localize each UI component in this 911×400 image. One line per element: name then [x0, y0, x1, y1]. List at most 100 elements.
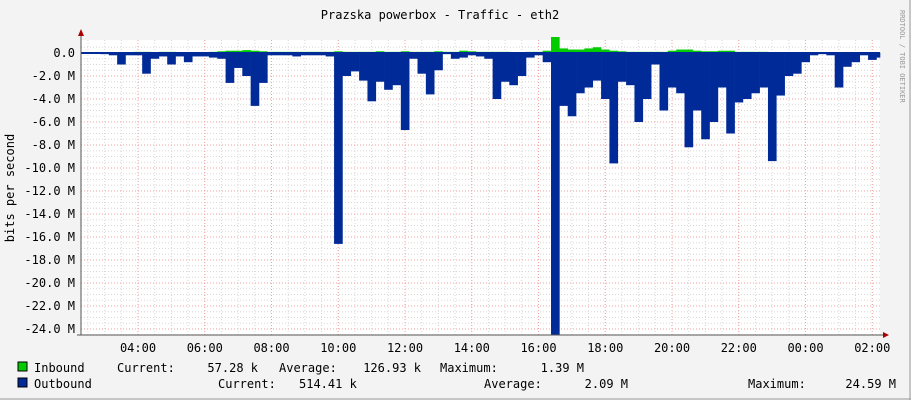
x-tick-label: 18:00: [587, 341, 623, 355]
y-tick-label: -22.0 M: [24, 299, 75, 313]
y-tick-label: -4.0 M: [32, 92, 75, 106]
y-tick-label: -24.0 M: [24, 322, 75, 336]
x-tick-label: 08:00: [253, 341, 289, 355]
outbound-bar: [475, 53, 485, 57]
outbound-bar: [434, 53, 443, 71]
legend-outbound-average: 2.09 M: [585, 377, 628, 391]
y-tick-label: -18.0 M: [24, 253, 75, 267]
outbound-bar: [576, 53, 585, 94]
outbound-swatch: [17, 377, 28, 388]
outbound-bar: [868, 53, 877, 60]
inbound-bar: [542, 50, 552, 53]
outbound-bar: [417, 53, 427, 74]
grid: [81, 40, 880, 336]
outbound-bar: [384, 53, 393, 90]
outbound-bar: [292, 53, 302, 57]
outbound-bar: [375, 53, 385, 82]
outbound-bar: [200, 53, 210, 57]
outbound-bar: [826, 53, 836, 56]
x-tick-label: 14:00: [454, 341, 490, 355]
outbound-bar: [208, 53, 218, 58]
y-tick-label: -6.0 M: [32, 115, 75, 129]
inbound-bar: [717, 50, 727, 53]
outbound-bar: [642, 53, 652, 99]
outbound-bar: [450, 53, 460, 59]
outbound-bar: [751, 53, 760, 94]
outbound-bar: [742, 53, 752, 99]
outbound-bar: [709, 53, 719, 122]
outbound-bar: [851, 53, 861, 63]
outbound-bar: [142, 53, 151, 74]
outbound-bar: [792, 53, 802, 74]
y-tick-label: -14.0 M: [24, 207, 75, 221]
outbound-bar: [217, 53, 226, 59]
inbound-bar: [242, 50, 251, 53]
outbound-bar: [684, 53, 694, 148]
inbound-bar: [676, 49, 685, 53]
watermark: RRDTOOL / TOBI OETIKER: [898, 10, 906, 104]
inbound-bar: [233, 50, 243, 53]
outbound-bar: [150, 53, 160, 59]
outbound-bar: [133, 53, 143, 56]
outbound-bar: [767, 53, 777, 162]
outbound-bar: [233, 53, 243, 68]
x-tick-label: 10:00: [320, 341, 356, 355]
outbound-bar: [359, 53, 368, 81]
y-tick-label: -20.0 M: [24, 276, 75, 290]
y-tick-label: -8.0 M: [32, 138, 75, 152]
outbound-bar: [567, 53, 577, 117]
outbound-bar: [242, 53, 251, 76]
outbound-bar: [275, 53, 285, 56]
outbound-bar: [325, 53, 335, 57]
legend-inbound-current: 57.28 k: [207, 361, 258, 375]
outbound-bar: [634, 53, 644, 122]
legend-outbound-average-label: Average:: [484, 377, 542, 391]
outbound-bar: [676, 53, 685, 94]
series-areas: [81, 37, 881, 335]
outbound-bar: [734, 53, 744, 103]
outbound-bar: [592, 53, 602, 81]
inbound-bar: [551, 37, 560, 53]
outbound-bar: [300, 53, 310, 56]
outbound-bar: [392, 53, 402, 86]
legend-outbound-current: 514.41 k: [299, 377, 358, 391]
inbound-bar: [225, 50, 235, 53]
outbound-bar: [367, 53, 377, 102]
y-tick-label: -2.0 M: [32, 69, 75, 83]
inbound-bar: [684, 49, 694, 53]
chart-title: Prazska powerbox - Traffic - eth2: [321, 8, 559, 22]
outbound-bar: [492, 53, 502, 99]
outbound-bar: [158, 53, 168, 57]
outbound-bar: [108, 53, 118, 56]
legend-inbound-maximum: 1.39 M: [541, 361, 584, 375]
y-tick-label: -16.0 M: [24, 230, 75, 244]
inbound-bar: [726, 50, 735, 53]
outbound-bar: [509, 53, 518, 86]
outbound-bar: [425, 53, 435, 95]
x-tick-label: 04:00: [120, 341, 156, 355]
outbound-bar: [601, 53, 610, 99]
outbound-bar: [500, 53, 510, 82]
inbound-bar: [584, 48, 594, 53]
outbound-bar: [334, 53, 343, 244]
inbound-bar: [692, 50, 702, 53]
inbound-swatch: [17, 361, 28, 372]
outbound-bar: [167, 53, 176, 65]
inbound-bar: [601, 49, 610, 53]
inbound-bar: [609, 50, 619, 53]
outbound-bar: [809, 53, 819, 56]
outbound-bar: [692, 53, 702, 111]
outbound-bar: [651, 53, 660, 65]
y-tick-label: -10.0 M: [24, 161, 75, 175]
outbound-bar: [517, 53, 527, 76]
inbound-bar: [576, 49, 585, 53]
outbound-bar: [267, 53, 276, 56]
x-tick-label: 16:00: [520, 341, 556, 355]
x-tick-label: 20:00: [654, 341, 690, 355]
outbound-bar: [784, 53, 794, 76]
y-axis-arrow-icon: [78, 29, 84, 36]
outbound-bar: [551, 53, 560, 335]
outbound-bar: [876, 53, 881, 58]
